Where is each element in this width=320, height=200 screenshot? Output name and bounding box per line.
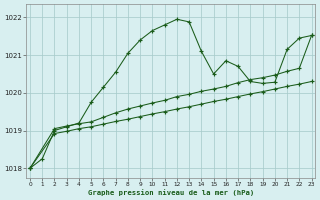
X-axis label: Graphe pression niveau de la mer (hPa): Graphe pression niveau de la mer (hPa): [88, 189, 254, 196]
